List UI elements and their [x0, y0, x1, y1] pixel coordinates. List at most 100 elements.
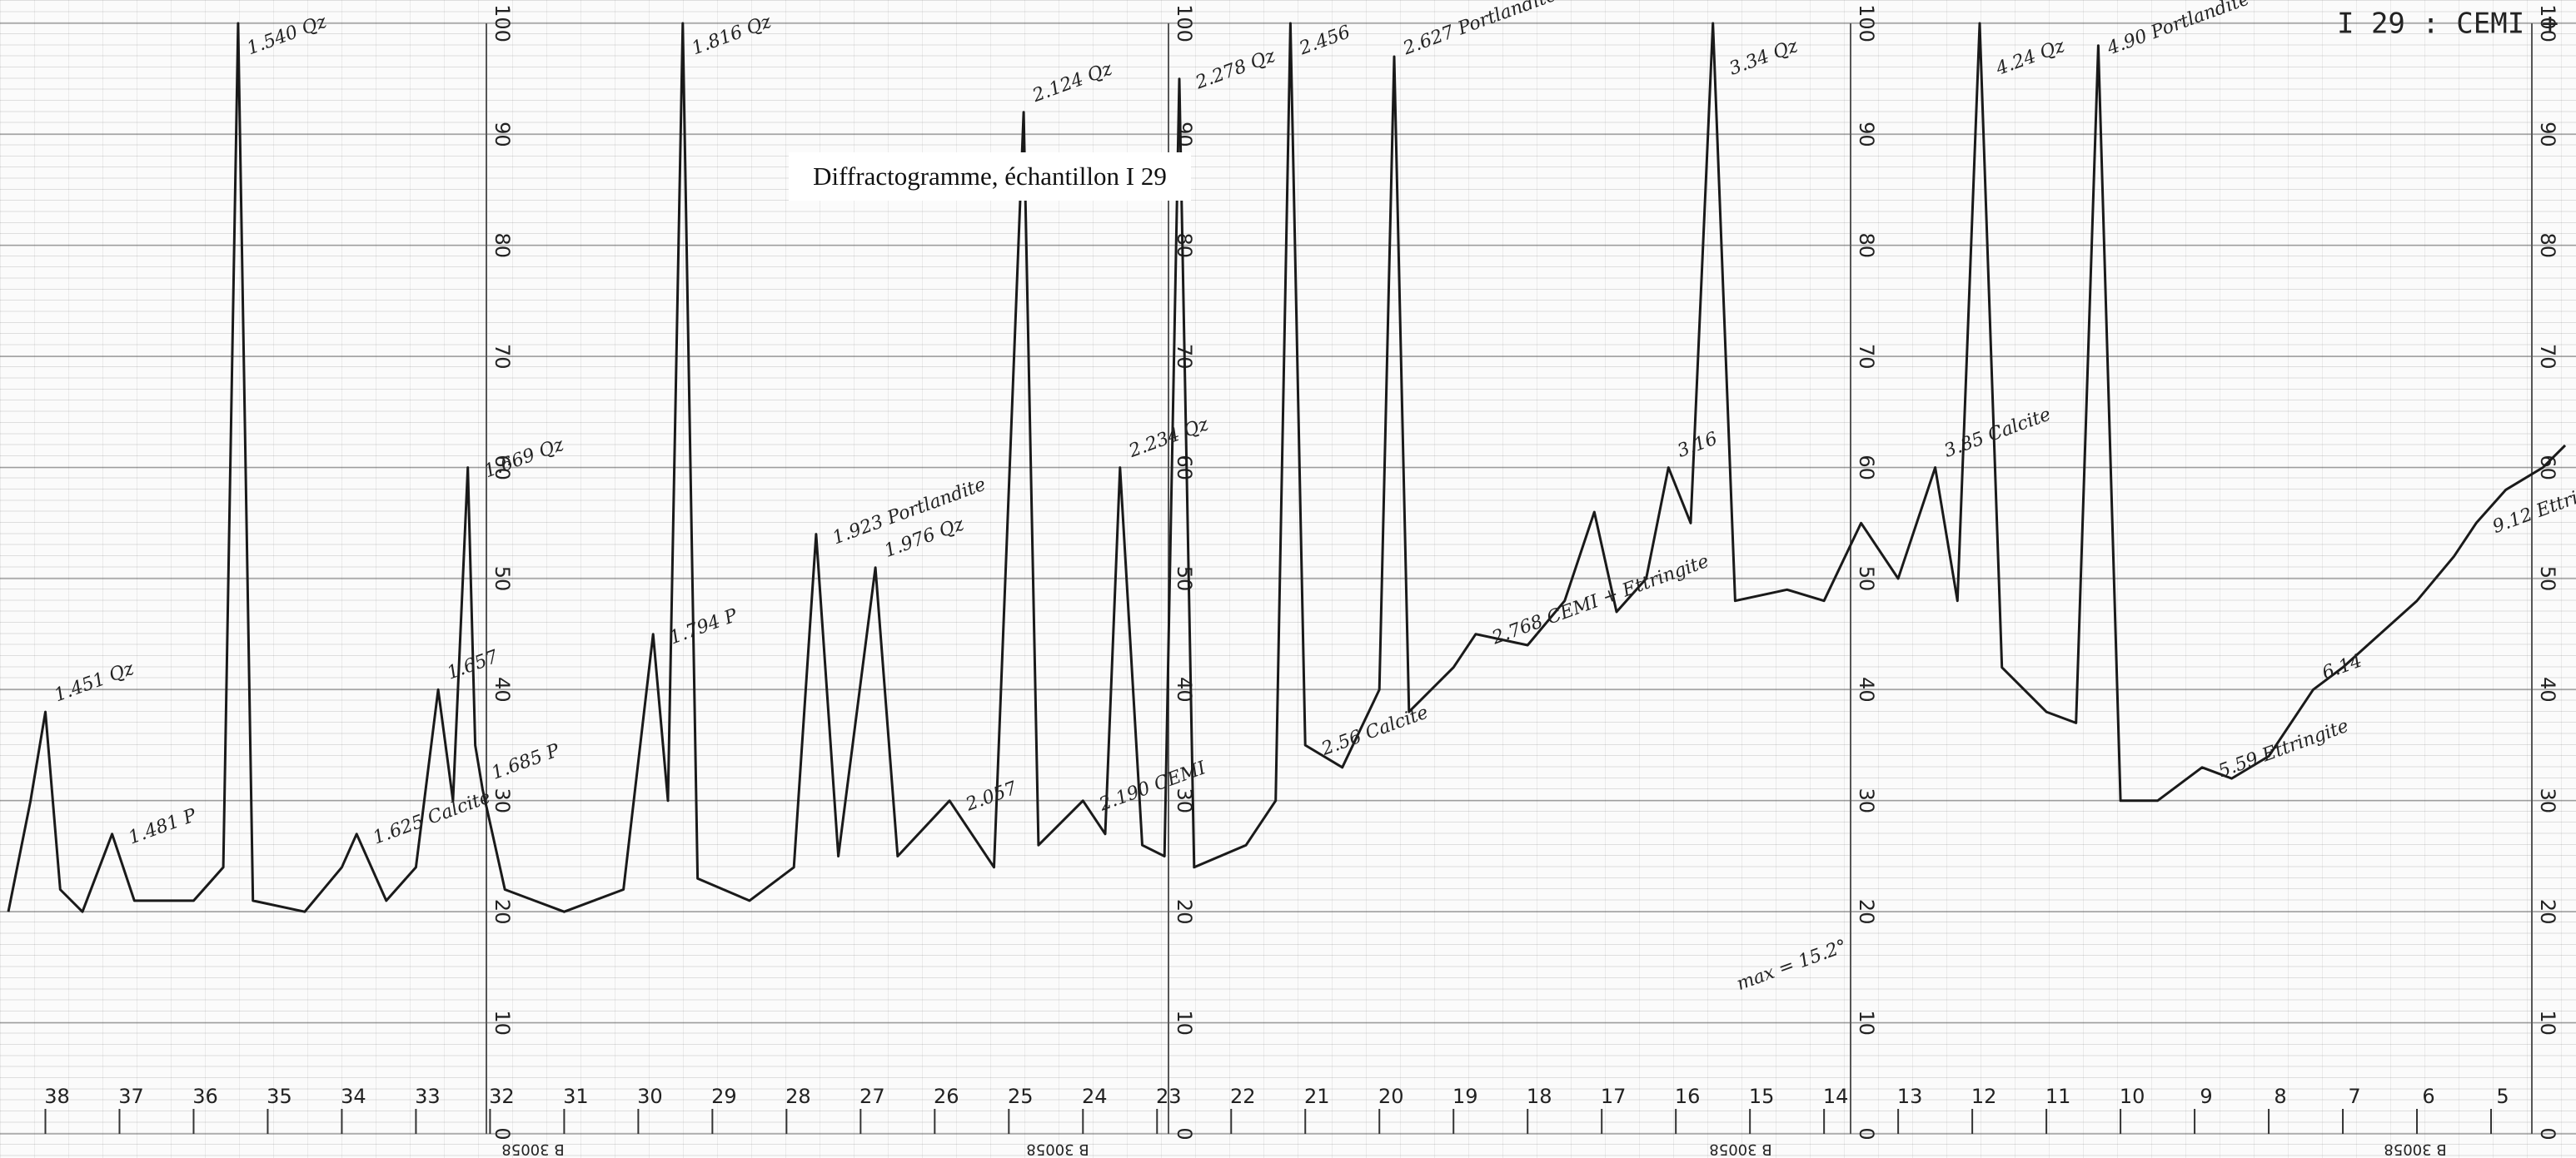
y-tick-label: 10: [491, 1010, 514, 1036]
x-tick-label: 32: [489, 1085, 515, 1108]
y-tick-label: 40: [1173, 677, 1196, 703]
y-tick-label: 50: [491, 566, 514, 592]
y-tick-label: 10: [2536, 1010, 2559, 1036]
peak-annotation: 2.768 CEMI + Ettringite: [1488, 551, 1712, 649]
x-tick-label: 18: [1527, 1085, 1552, 1108]
peak-annotation: 5.59 Ettringite: [2215, 716, 2351, 783]
y-tick-label: 30: [2536, 788, 2559, 814]
x-tick-label: 37: [118, 1085, 144, 1108]
peak-annotation: 1.625 Calcite: [371, 787, 494, 848]
peak-annotation: 6.14: [2319, 650, 2365, 683]
y-tick-label: 40: [1855, 677, 1878, 703]
y-tick-label: 50: [1855, 566, 1878, 592]
x-tick-label: 21: [1304, 1085, 1330, 1108]
peak-annotation: 4.90 Portlandite: [2104, 0, 2252, 60]
x-tick-label: 28: [785, 1085, 811, 1108]
paper-code: B 30058: [1026, 1141, 1089, 1158]
y-tick-label: 10: [1173, 1010, 1196, 1036]
x-tick-label: 12: [1971, 1085, 1997, 1108]
x-tick-label: 36: [192, 1085, 218, 1108]
paper-code: B 30058: [501, 1141, 564, 1158]
x-tick-label: 35: [267, 1085, 292, 1108]
x-tick-label: 24: [1082, 1085, 1108, 1108]
peak-annotation: 3.85 Calcite: [1941, 404, 2054, 461]
y-tick-label: 0: [1173, 1127, 1196, 1140]
y-tick-label: 100: [1173, 4, 1196, 42]
y-tick-label: 20: [2536, 899, 2559, 925]
y-tick-label: 0: [491, 1127, 514, 1140]
peak-annotation: 1.794 P: [667, 605, 741, 649]
x-tick-label: 33: [415, 1085, 441, 1108]
x-tick-label: 6: [2422, 1085, 2434, 1108]
x-tick-label: 5: [2496, 1085, 2509, 1108]
x-tick-label: 31: [563, 1085, 589, 1108]
paper-code: B 30058: [2384, 1141, 2446, 1158]
x-tick-label: 16: [1675, 1085, 1701, 1108]
peak-annotation: max = 15.2°: [1734, 936, 1850, 995]
x-tick-label: 30: [637, 1085, 663, 1108]
x-tick-label: 19: [1452, 1085, 1478, 1108]
peak-annotation: 1.451 Qz: [52, 659, 137, 707]
peak-annotation: 3.34 Qz: [1726, 36, 1801, 80]
x-tick-label: 25: [1008, 1085, 1034, 1108]
x-tick-label: 11: [2045, 1085, 2071, 1108]
y-tick-label: 60: [2536, 455, 2559, 480]
y-tick-label: 50: [1173, 566, 1196, 592]
peak-annotation: 9.12 Ettringite: [2490, 471, 2576, 538]
x-tick-label: 7: [2348, 1085, 2360, 1108]
x-tick-label: 9: [2200, 1085, 2212, 1108]
y-tick-label: 90: [1173, 122, 1196, 147]
y-tick-label: 100: [1855, 4, 1878, 42]
y-tick-label: 30: [1855, 788, 1878, 814]
peak-annotation: 3.16: [1675, 429, 1721, 462]
y-tick-label: 20: [1855, 899, 1878, 925]
x-tick-label: 17: [1601, 1085, 1627, 1108]
peak-annotation: 4.24 Qz: [1993, 36, 2068, 80]
y-tick-label: 60: [491, 455, 514, 480]
y-tick-label: 60: [1855, 455, 1878, 480]
y-tick-label: 100: [2536, 4, 2559, 42]
y-tick-label: 60: [1173, 455, 1196, 480]
x-tick-label: 22: [1230, 1085, 1256, 1108]
x-tick-label: 26: [934, 1085, 959, 1108]
y-tick-label: 0: [1855, 1127, 1878, 1140]
trace: [7, 22, 2567, 913]
x-tick-label: 27: [859, 1085, 885, 1108]
y-tick-label: 20: [491, 899, 514, 925]
y-tick-label: 50: [2536, 566, 2559, 592]
y-tick-label: 70: [1855, 344, 1878, 370]
y-tick-label: 80: [491, 233, 514, 259]
peak-annotation: 1.685 P: [489, 740, 563, 784]
y-tick-label: 70: [2536, 344, 2559, 370]
x-tick-label: 38: [44, 1085, 70, 1108]
y-tick-label: 20: [1173, 899, 1196, 925]
peak-annotation: 2.627 Portlandite: [1400, 0, 1560, 60]
x-tick-label: 23: [1156, 1085, 1182, 1108]
paper-code: B 30058: [1709, 1141, 1771, 1158]
peak-annotation: 1.481 P: [126, 805, 200, 849]
x-tick-label: 20: [1378, 1085, 1404, 1108]
peak-annotation: 2.124 Qz: [1029, 58, 1115, 107]
peak-annotation: 2.456: [1296, 22, 1353, 59]
peak-annotation: 2.057: [963, 778, 1020, 815]
x-tick-label: 34: [341, 1085, 366, 1108]
peak-annotation: 1.669 Qz: [481, 435, 567, 483]
y-tick-label: 90: [1855, 122, 1878, 147]
y-tick-label: 40: [2536, 677, 2559, 703]
y-tick-label: 70: [491, 344, 514, 370]
y-tick-label: 40: [491, 677, 514, 703]
y-tick-label: 30: [491, 788, 514, 814]
y-tick-label: 90: [491, 122, 514, 147]
chart-title: Diffractogramme, échantillon I 29: [789, 152, 1191, 201]
x-tick-label: 10: [2120, 1085, 2145, 1108]
y-tick-label: 80: [1855, 233, 1878, 259]
peak-annotation: 2.278 Qz: [1192, 46, 1278, 94]
x-tick-label: 13: [1897, 1085, 1923, 1108]
peak-annotation: 2.56 Calcite: [1318, 702, 1432, 760]
y-tick-label: 10: [1855, 1010, 1878, 1036]
peak-annotation: 1.540 Qz: [244, 12, 330, 60]
x-tick-label: 15: [1749, 1085, 1775, 1108]
x-tick-label: 8: [2274, 1085, 2286, 1108]
